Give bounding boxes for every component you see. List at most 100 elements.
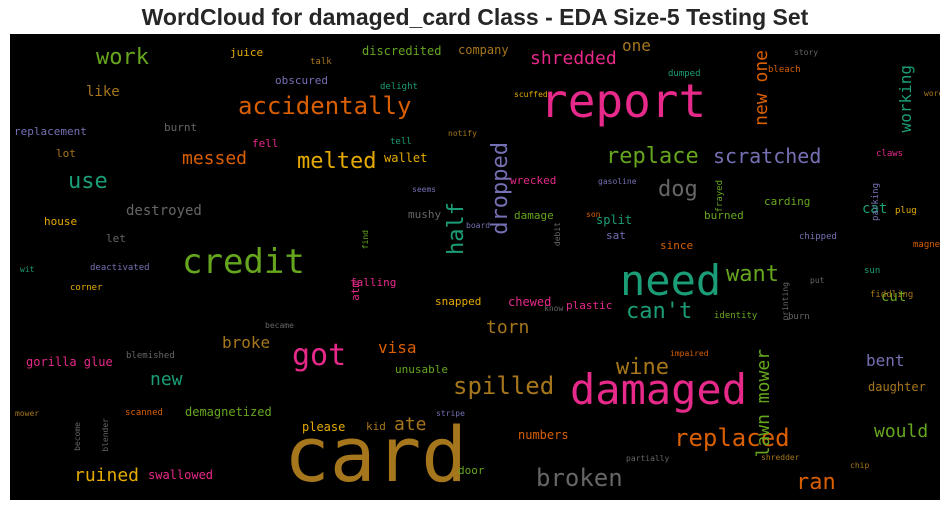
word-ate: ate [394,414,427,435]
word-replacement: replacement [14,125,87,138]
word-sun: sun [864,266,881,276]
word-plastic: plastic [566,299,613,312]
word-broken: broken [536,464,623,492]
word-delight: delight [380,82,418,92]
word-scanned: scanned [125,408,163,418]
word-kid: kid [366,420,386,433]
word-gorilla-glue: gorilla glue [26,355,113,369]
word-identity: identity [714,311,758,321]
word-numbers: numbers [518,428,569,442]
word-wit: wit [20,265,35,274]
word-parking: parking [871,183,881,221]
word-can-t: can't [626,299,693,324]
word-scuffed: scuffed [514,90,548,99]
word-stripe: stripe [436,409,465,418]
word-house: house [44,215,78,228]
word-talk: talk [310,57,332,67]
word-bent: bent [866,351,905,370]
word-bleach: bleach [768,65,801,75]
word-please: please [302,420,346,434]
word-new-one: new one [751,50,772,126]
word-seems: seems [412,185,437,194]
word-need: need [620,256,722,305]
word-put: put [810,276,825,285]
word-magnetic: magnetic [913,240,940,250]
word-ran: ran [796,470,836,495]
chart-title: WordCloud for damaged_card Class - EDA S… [141,4,809,30]
word-dog: dog [658,177,698,202]
word-card: card [284,410,468,499]
word-find: find [361,230,370,250]
word-chip: chip [850,461,870,470]
word-gasoline: gasoline [598,177,637,186]
word-destroyed: destroyed [126,203,202,219]
word-juice: juice [230,46,264,59]
word-chipped: chipped [799,232,837,242]
word-since: since [660,239,694,252]
word-report: report [540,74,707,128]
word-work: work [96,45,149,70]
word-new: new [150,369,183,390]
word-would: would [874,421,929,442]
word-mushy: mushy [408,208,442,221]
word-lot: lot [56,147,76,160]
word-wallet: wallet [384,151,428,165]
word-blender: blender [101,418,110,452]
word-blemished: blemished [126,351,175,361]
word-want: want [726,262,779,287]
word-plug: plug [895,206,917,216]
word-spilled: spilled [453,372,555,400]
word-impaired: impaired [670,349,709,358]
word-damaged: damaged [570,365,748,414]
word-partially: partially [626,454,670,463]
word-became: became [265,321,294,330]
word-carding: carding [764,195,811,208]
word-story: story [794,48,819,57]
word-burn: burn [788,312,810,322]
word-cut: cut [881,289,907,305]
word-split: split [596,213,633,227]
word-ruined: ruined [74,465,140,486]
word-fell: fell [252,137,279,150]
word-shredder: shredder [761,453,800,462]
word-company: company [458,43,509,57]
word-visa: visa [378,338,417,357]
word-shredded: shredded [530,48,617,69]
word-discredited: discredited [362,44,442,58]
word-scratched: scratched [713,144,822,168]
word-dumped: dumped [668,69,701,79]
word-chewed: chewed [508,295,552,309]
word-like: like [86,84,120,100]
word-wrecked: wrecked [510,174,557,187]
word-burnt: burnt [164,121,198,134]
word-messed: messed [182,148,248,169]
word-falling: falling [350,276,397,289]
word-know: know [544,304,564,313]
word-unusable: unusable [395,363,448,376]
word-sat: sat [606,229,626,242]
word-replace: replace [606,144,699,169]
word-lawn-mower: lawn mower [753,349,774,458]
wordcloud-canvas: card report damaged need credit accidentally g… [10,34,940,500]
word-become: become [73,422,82,451]
word-deactivated: deactivated [90,263,150,273]
word-broke: broke [222,333,271,352]
word-tell: tell [390,137,412,147]
word-swallowed: swallowed [148,468,214,482]
word-board: board [466,221,491,230]
word-dropped: dropped [488,142,513,235]
word-replaced: replaced [674,424,790,452]
word-frayed: frayed [715,180,725,213]
word-cat: cat [862,201,888,217]
word-use: use [68,169,108,194]
word-accidentally: accidentally [238,92,412,120]
word-fiddling: fiddling [870,290,914,300]
word-door: door [458,464,485,477]
word-demagnetized: demagnetized [185,405,272,419]
word-one: one [622,36,651,55]
word-half: half [444,202,469,255]
word-obscured: obscured [275,74,328,87]
word-credit: credit [182,242,305,282]
word-snapped: snapped [435,295,482,308]
word-son: son [586,210,601,219]
